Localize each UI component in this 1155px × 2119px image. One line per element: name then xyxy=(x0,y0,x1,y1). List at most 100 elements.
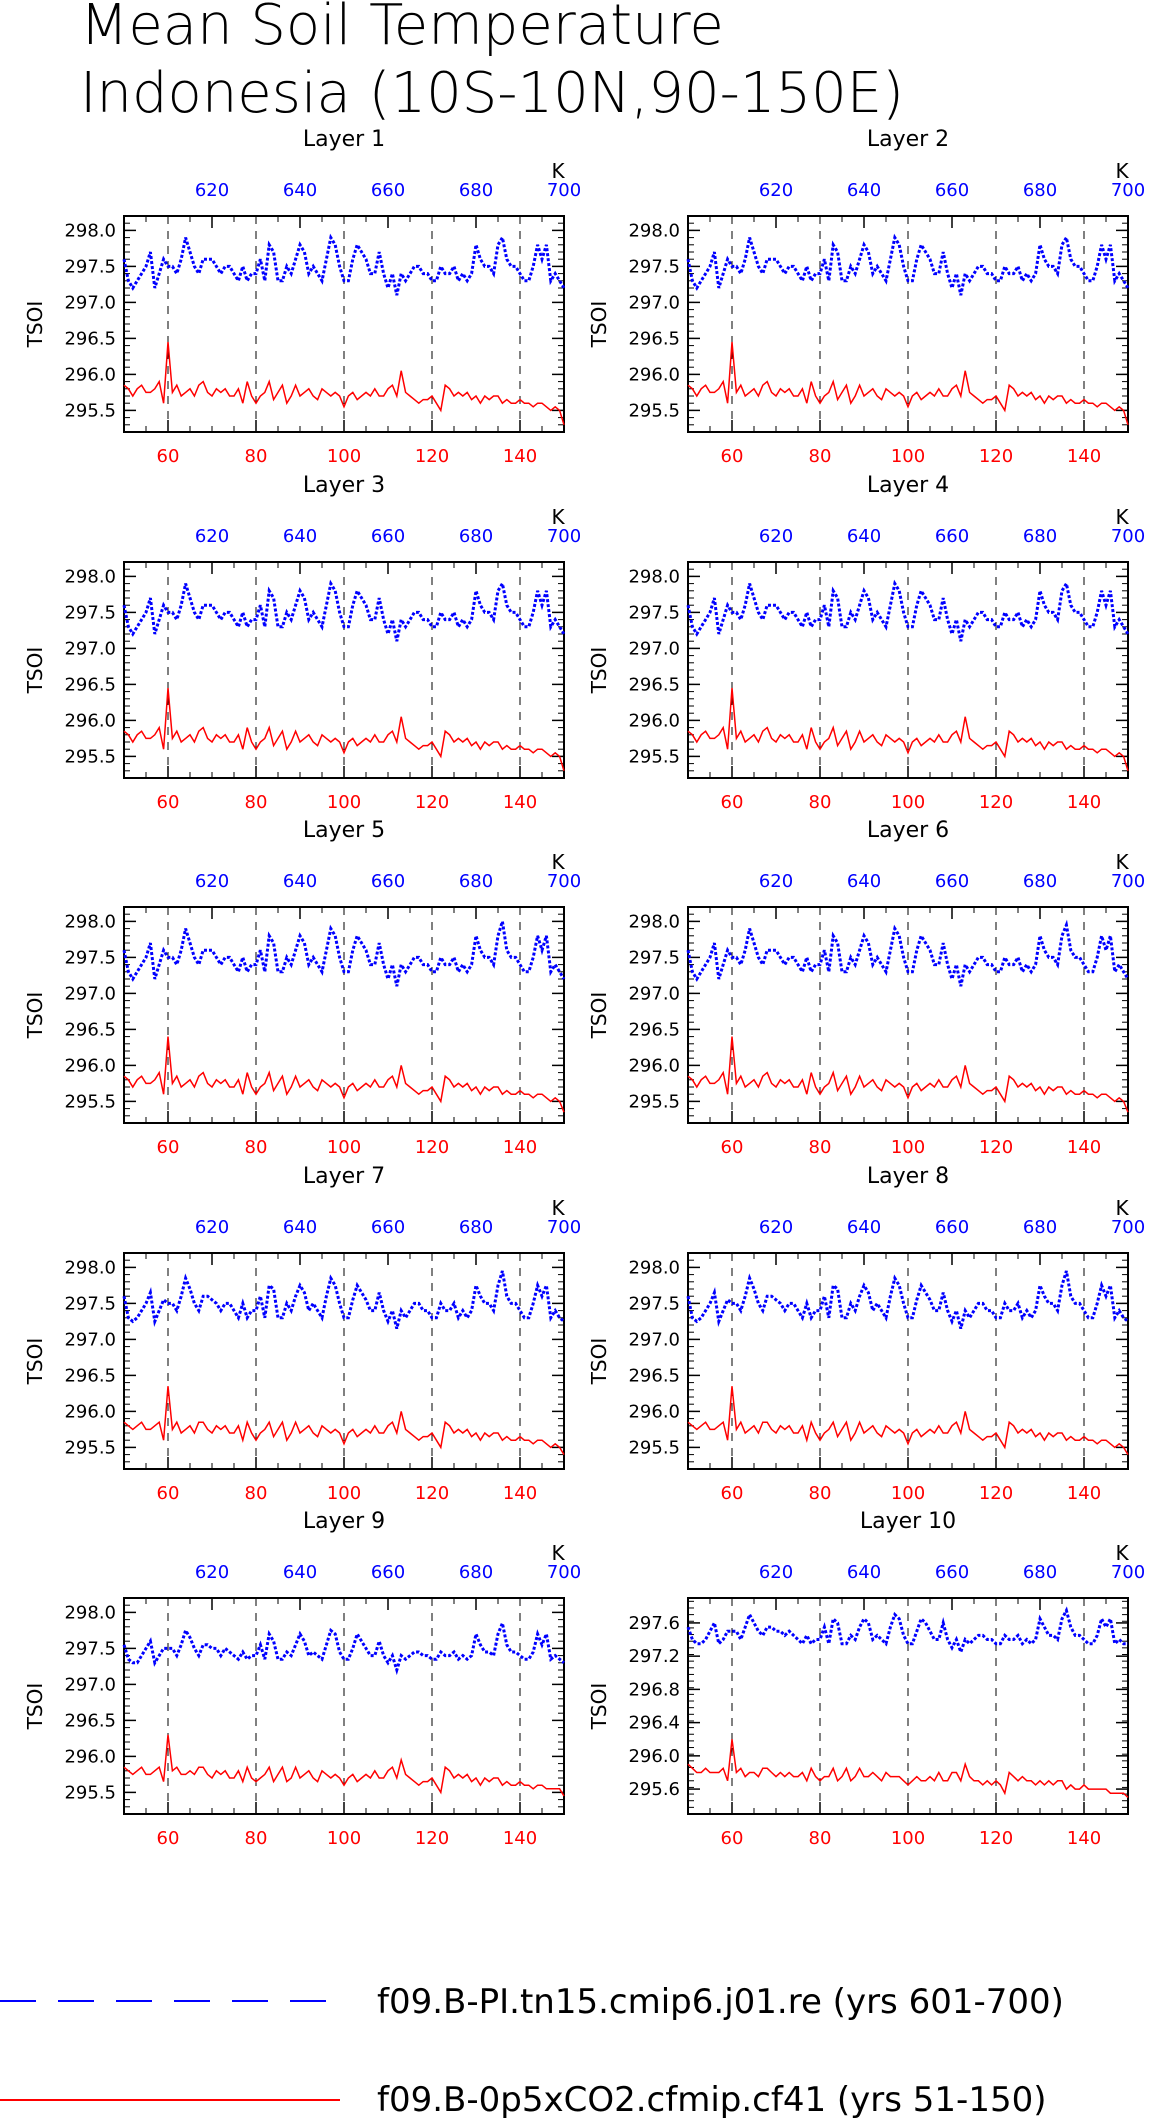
y-tick-label: 297.0 xyxy=(628,983,680,1004)
x-top-tick-label: 620 xyxy=(759,526,793,547)
series-line-red xyxy=(687,1739,1129,1798)
x-top-tick-label: 640 xyxy=(283,871,317,892)
y-axis-label: TSOI xyxy=(23,301,47,349)
x-top-tick-label: 700 xyxy=(547,526,581,547)
legend-label-red: f09.B-0p5xCO2.cfmip.cf41 (yrs 51-150) xyxy=(377,2080,1046,2119)
x-tick-label: 120 xyxy=(979,446,1013,467)
panel-title: Layer 8 xyxy=(867,1164,949,1189)
x-top-tick-label: 640 xyxy=(847,1217,881,1238)
x-top-tick-label: 700 xyxy=(547,1562,581,1583)
panel-title: Layer 2 xyxy=(867,127,949,152)
x-top-tick-label: 660 xyxy=(371,1562,405,1583)
panel-title: Layer 3 xyxy=(303,473,385,498)
series-line-red xyxy=(687,1386,1129,1455)
series-line-blue xyxy=(686,1270,1129,1329)
x-tick-label: 140 xyxy=(503,446,537,467)
y-tick-label: 297.5 xyxy=(64,1638,116,1659)
x-tick-label: 60 xyxy=(157,1828,180,1849)
y-tick-label: 296.8 xyxy=(628,1679,680,1700)
x-tick-label: 100 xyxy=(327,1828,361,1849)
x-top-tick-label: 700 xyxy=(547,1217,581,1238)
x-top-unit-label: K xyxy=(551,1541,565,1565)
x-top-tick-label: 700 xyxy=(547,180,581,201)
panel-title: Layer 9 xyxy=(303,1509,385,1534)
x-tick-label: 60 xyxy=(157,1137,180,1158)
series-line-red xyxy=(123,1386,565,1455)
y-tick-label: 298.0 xyxy=(64,220,116,241)
y-axis-label: TSOI xyxy=(587,1338,611,1386)
x-tick-label: 80 xyxy=(809,1828,832,1849)
x-tick-label: 80 xyxy=(245,446,268,467)
x-tick-label: 80 xyxy=(245,1483,268,1504)
y-tick-label: 297.5 xyxy=(64,1293,116,1314)
x-tick-label: 140 xyxy=(503,1137,537,1158)
x-top-tick-label: 620 xyxy=(195,1217,229,1238)
y-axis-label: TSOI xyxy=(23,647,47,695)
y-tick-label: 297.5 xyxy=(64,947,116,968)
y-tick-label: 296.5 xyxy=(64,1710,116,1731)
x-top-tick-label: 680 xyxy=(459,1562,493,1583)
x-tick-label: 140 xyxy=(1067,792,1101,813)
x-top-tick-label: 660 xyxy=(935,1217,969,1238)
x-tick-label: 100 xyxy=(891,446,925,467)
series-line-blue xyxy=(122,920,566,987)
y-tick-label: 296.5 xyxy=(64,674,116,695)
y-tick-label: 296.0 xyxy=(628,710,680,731)
y-axis-label: TSOI xyxy=(23,1338,47,1386)
y-tick-label: 295.6 xyxy=(628,1779,680,1800)
x-top-tick-label: 640 xyxy=(283,1217,317,1238)
y-tick-label: 297.0 xyxy=(64,983,116,1004)
x-top-tick-label: 700 xyxy=(1111,1217,1145,1238)
x-top-tick-label: 680 xyxy=(1023,526,1057,547)
y-tick-label: 295.5 xyxy=(628,1437,680,1458)
x-tick-label: 100 xyxy=(327,1483,361,1504)
y-tick-label: 296.5 xyxy=(628,328,680,349)
series-line-blue xyxy=(122,233,566,296)
y-tick-label: 298.0 xyxy=(64,566,116,587)
series-line-red xyxy=(123,341,565,426)
x-tick-label: 140 xyxy=(1067,1828,1101,1849)
x-top-tick-label: 620 xyxy=(759,180,793,201)
series-line-blue xyxy=(686,579,1130,642)
x-tick-label: 100 xyxy=(327,446,361,467)
y-tick-label: 295.5 xyxy=(64,400,116,421)
x-tick-label: 120 xyxy=(979,1828,1013,1849)
series-line-blue xyxy=(686,1606,1128,1657)
x-top-tick-label: 640 xyxy=(847,526,881,547)
panel-title: Layer 7 xyxy=(303,1164,385,1189)
y-tick-label: 298.0 xyxy=(628,911,680,932)
x-tick-label: 60 xyxy=(721,1828,744,1849)
y-tick-label: 296.0 xyxy=(64,710,116,731)
x-top-tick-label: 680 xyxy=(459,871,493,892)
y-tick-label: 298.0 xyxy=(628,566,680,587)
y-tick-label: 296.0 xyxy=(628,1401,680,1422)
x-top-tick-label: 620 xyxy=(759,1562,793,1583)
x-top-tick-label: 620 xyxy=(759,871,793,892)
x-top-tick-label: 640 xyxy=(847,871,881,892)
y-axis-label: TSOI xyxy=(587,301,611,349)
y-tick-label: 296.0 xyxy=(628,364,680,385)
x-top-tick-label: 680 xyxy=(459,1217,493,1238)
y-tick-label: 297.5 xyxy=(628,256,680,277)
y-tick-label: 296.0 xyxy=(628,1055,680,1076)
panel-title: Layer 6 xyxy=(867,818,949,843)
x-top-unit-label: K xyxy=(1115,1196,1129,1220)
legend-label-blue: f09.B-PI.tn15.cmip6.j01.re (yrs 601-700) xyxy=(377,1982,1064,2022)
x-top-tick-label: 660 xyxy=(371,180,405,201)
x-top-unit-label: K xyxy=(1115,505,1129,529)
x-tick-label: 80 xyxy=(245,1137,268,1158)
x-top-unit-label: K xyxy=(551,505,565,529)
y-tick-label: 296.0 xyxy=(64,1746,116,1767)
x-top-tick-label: 700 xyxy=(1111,1562,1145,1583)
series-line-blue xyxy=(122,1270,565,1329)
x-tick-label: 120 xyxy=(415,446,449,467)
x-top-unit-label: K xyxy=(1115,850,1129,874)
